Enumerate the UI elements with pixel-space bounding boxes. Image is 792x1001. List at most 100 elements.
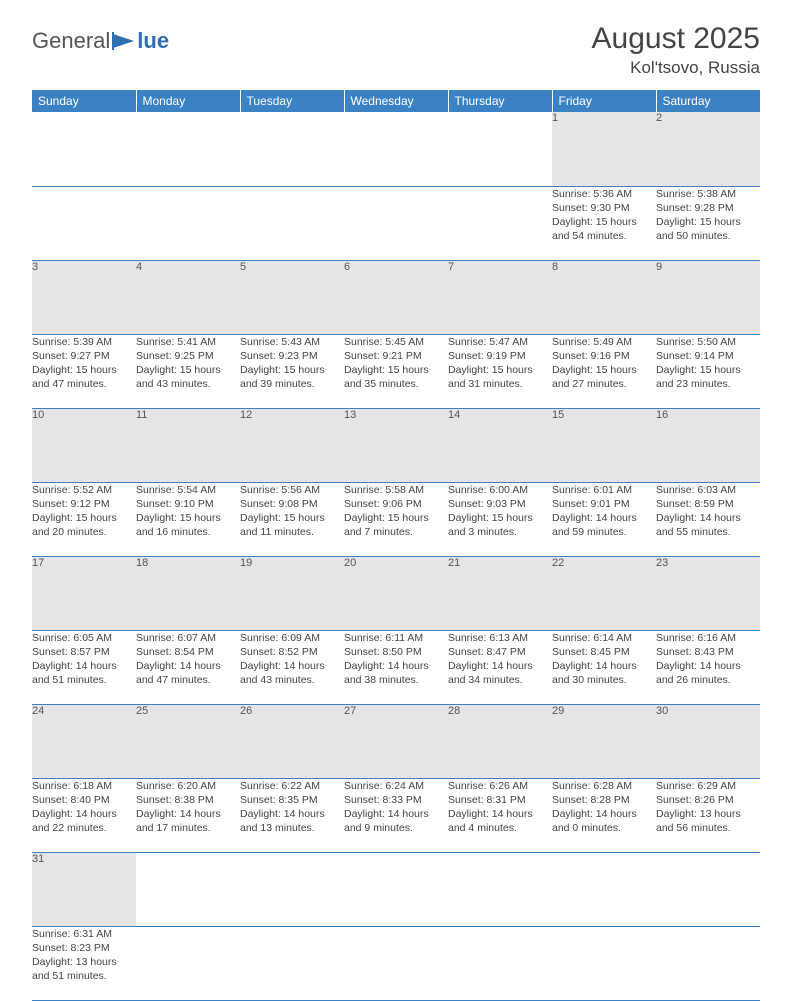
day-number-cell: 22 xyxy=(552,556,656,630)
day-header: Thursday xyxy=(448,90,552,112)
day-content-cell: Sunrise: 5:50 AMSunset: 9:14 PMDaylight:… xyxy=(656,334,760,408)
day-content-cell: Sunrise: 6:01 AMSunset: 9:01 PMDaylight:… xyxy=(552,482,656,556)
day-content-cell: Sunrise: 5:56 AMSunset: 9:08 PMDaylight:… xyxy=(240,482,344,556)
daylight-line: Daylight: 14 hours and 26 minutes. xyxy=(656,659,760,687)
day-content-cell: Sunrise: 5:39 AMSunset: 9:27 PMDaylight:… xyxy=(32,334,136,408)
daylight-line: Daylight: 14 hours and 34 minutes. xyxy=(448,659,552,687)
day-number-cell: 17 xyxy=(32,556,136,630)
daylight-line: Daylight: 14 hours and 13 minutes. xyxy=(240,807,344,835)
day-number-cell: 30 xyxy=(656,704,760,778)
daylight-line: Daylight: 15 hours and 39 minutes. xyxy=(240,363,344,391)
sunset-line: Sunset: 8:43 PM xyxy=(656,645,760,659)
daylight-line: Daylight: 15 hours and 47 minutes. xyxy=(32,363,136,391)
day-number-cell: 23 xyxy=(656,556,760,630)
daylight-line: Daylight: 14 hours and 43 minutes. xyxy=(240,659,344,687)
day-number-cell: 14 xyxy=(448,408,552,482)
daynum-row: 24252627282930 xyxy=(32,704,760,778)
day-number-cell: 20 xyxy=(344,556,448,630)
sunrise-line: Sunrise: 5:43 AM xyxy=(240,335,344,349)
daylight-line: Daylight: 15 hours and 35 minutes. xyxy=(344,363,448,391)
day-number-cell: 15 xyxy=(552,408,656,482)
day-content-cell: Sunrise: 6:13 AMSunset: 8:47 PMDaylight:… xyxy=(448,630,552,704)
sunset-line: Sunset: 8:31 PM xyxy=(448,793,552,807)
sunrise-line: Sunrise: 6:11 AM xyxy=(344,631,448,645)
sunset-line: Sunset: 8:45 PM xyxy=(552,645,656,659)
sunrise-line: Sunrise: 6:03 AM xyxy=(656,483,760,497)
day-content-cell: Sunrise: 6:24 AMSunset: 8:33 PMDaylight:… xyxy=(344,778,448,852)
daylight-line: Daylight: 15 hours and 16 minutes. xyxy=(136,511,240,539)
day-number-cell xyxy=(240,852,344,926)
sunset-line: Sunset: 8:47 PM xyxy=(448,645,552,659)
sunrise-line: Sunrise: 6:09 AM xyxy=(240,631,344,645)
daylight-line: Daylight: 15 hours and 20 minutes. xyxy=(32,511,136,539)
day-number-cell xyxy=(552,852,656,926)
sunrise-line: Sunrise: 6:14 AM xyxy=(552,631,656,645)
sunset-line: Sunset: 8:28 PM xyxy=(552,793,656,807)
day-number-cell: 9 xyxy=(656,260,760,334)
day-number-cell: 19 xyxy=(240,556,344,630)
day-number-cell: 13 xyxy=(344,408,448,482)
sunset-line: Sunset: 9:28 PM xyxy=(656,201,760,215)
day-number-cell: 16 xyxy=(656,408,760,482)
sunset-line: Sunset: 9:19 PM xyxy=(448,349,552,363)
logo-flag-icon xyxy=(112,32,136,50)
daylight-line: Daylight: 14 hours and 30 minutes. xyxy=(552,659,656,687)
daylight-line: Daylight: 15 hours and 3 minutes. xyxy=(448,511,552,539)
day-content-cell: Sunrise: 6:22 AMSunset: 8:35 PMDaylight:… xyxy=(240,778,344,852)
daylight-line: Daylight: 14 hours and 51 minutes. xyxy=(32,659,136,687)
location: Kol'tsovo, Russia xyxy=(592,58,760,78)
sunrise-line: Sunrise: 5:52 AM xyxy=(32,483,136,497)
sunset-line: Sunset: 8:52 PM xyxy=(240,645,344,659)
day-content-cell xyxy=(656,926,760,1000)
daynum-row: 31 xyxy=(32,852,760,926)
sunrise-line: Sunrise: 6:07 AM xyxy=(136,631,240,645)
sunrise-line: Sunrise: 5:54 AM xyxy=(136,483,240,497)
day-content-cell: Sunrise: 5:49 AMSunset: 9:16 PMDaylight:… xyxy=(552,334,656,408)
daylight-line: Daylight: 14 hours and 47 minutes. xyxy=(136,659,240,687)
day-content-cell: Sunrise: 6:31 AMSunset: 8:23 PMDaylight:… xyxy=(32,926,136,1000)
day-number-cell xyxy=(448,112,552,186)
sunrise-line: Sunrise: 5:50 AM xyxy=(656,335,760,349)
daylight-line: Daylight: 13 hours and 56 minutes. xyxy=(656,807,760,835)
sunrise-line: Sunrise: 5:36 AM xyxy=(552,187,656,201)
day-number-cell: 12 xyxy=(240,408,344,482)
daynum-row: 3456789 xyxy=(32,260,760,334)
sunset-line: Sunset: 9:16 PM xyxy=(552,349,656,363)
day-number-cell: 21 xyxy=(448,556,552,630)
day-content-cell xyxy=(344,186,448,260)
sunrise-line: Sunrise: 6:01 AM xyxy=(552,483,656,497)
sunset-line: Sunset: 8:54 PM xyxy=(136,645,240,659)
day-content-cell: Sunrise: 6:14 AMSunset: 8:45 PMDaylight:… xyxy=(552,630,656,704)
sunset-line: Sunset: 8:38 PM xyxy=(136,793,240,807)
day-number-cell: 7 xyxy=(448,260,552,334)
day-content-cell: Sunrise: 6:16 AMSunset: 8:43 PMDaylight:… xyxy=(656,630,760,704)
sunset-line: Sunset: 8:23 PM xyxy=(32,941,136,955)
content-row: Sunrise: 6:05 AMSunset: 8:57 PMDaylight:… xyxy=(32,630,760,704)
day-content-cell: Sunrise: 5:45 AMSunset: 9:21 PMDaylight:… xyxy=(344,334,448,408)
day-content-cell: Sunrise: 6:07 AMSunset: 8:54 PMDaylight:… xyxy=(136,630,240,704)
daylight-line: Daylight: 15 hours and 54 minutes. xyxy=(552,215,656,243)
daylight-line: Daylight: 13 hours and 51 minutes. xyxy=(32,955,136,983)
day-header: Friday xyxy=(552,90,656,112)
day-header-row: SundayMondayTuesdayWednesdayThursdayFrid… xyxy=(32,90,760,112)
sunset-line: Sunset: 8:57 PM xyxy=(32,645,136,659)
day-content-cell: Sunrise: 5:41 AMSunset: 9:25 PMDaylight:… xyxy=(136,334,240,408)
day-number-cell: 11 xyxy=(136,408,240,482)
day-number-cell: 25 xyxy=(136,704,240,778)
content-row: Sunrise: 6:18 AMSunset: 8:40 PMDaylight:… xyxy=(32,778,760,852)
day-content-cell: Sunrise: 6:26 AMSunset: 8:31 PMDaylight:… xyxy=(448,778,552,852)
content-row: Sunrise: 6:31 AMSunset: 8:23 PMDaylight:… xyxy=(32,926,760,1000)
sunset-line: Sunset: 9:06 PM xyxy=(344,497,448,511)
day-number-cell: 27 xyxy=(344,704,448,778)
day-number-cell: 31 xyxy=(32,852,136,926)
day-content-cell: Sunrise: 5:52 AMSunset: 9:12 PMDaylight:… xyxy=(32,482,136,556)
day-content-cell: Sunrise: 6:18 AMSunset: 8:40 PMDaylight:… xyxy=(32,778,136,852)
daylight-line: Daylight: 15 hours and 31 minutes. xyxy=(448,363,552,391)
day-content-cell: Sunrise: 6:05 AMSunset: 8:57 PMDaylight:… xyxy=(32,630,136,704)
sunset-line: Sunset: 9:10 PM xyxy=(136,497,240,511)
sunrise-line: Sunrise: 6:18 AM xyxy=(32,779,136,793)
day-content-cell: Sunrise: 6:11 AMSunset: 8:50 PMDaylight:… xyxy=(344,630,448,704)
header: General lue August 2025 Kol'tsovo, Russi… xyxy=(32,22,760,78)
day-content-cell xyxy=(552,926,656,1000)
sunset-line: Sunset: 9:21 PM xyxy=(344,349,448,363)
